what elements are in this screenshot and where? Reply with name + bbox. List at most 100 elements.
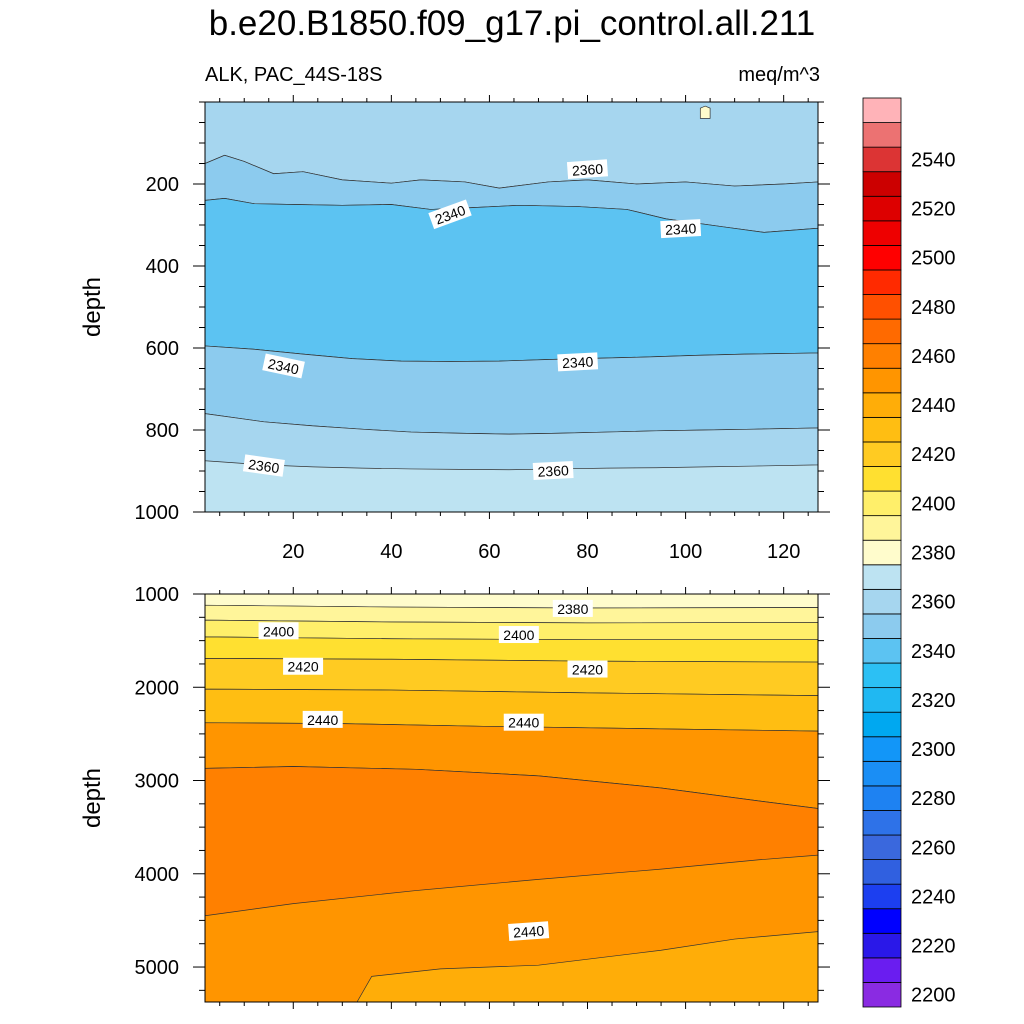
contour-label-text: 2400 <box>263 623 294 639</box>
lower-contour-band <box>205 604 818 624</box>
colorbar-swatch <box>862 908 902 934</box>
colorbar-label: 2340 <box>911 641 956 663</box>
contour-label: 2440 <box>503 713 544 731</box>
lower-contour-band <box>356 931 818 1002</box>
upper-depth-panel: 20 40 60 80 100 120 200 400 600 800 1000 depth 2360 2… <box>79 95 830 563</box>
x-tick-label: 100 <box>669 541 702 563</box>
colorbar-label: 2420 <box>911 444 956 466</box>
colorbar-swatch <box>862 343 902 369</box>
contour-label: 2420 <box>283 657 324 675</box>
colorbar-swatch <box>862 932 902 959</box>
colorbar-label: 2220 <box>911 936 956 958</box>
contour-label-text: 2440 <box>513 923 545 941</box>
upper-contour-band <box>699 105 711 119</box>
contour-label-box <box>508 921 550 941</box>
x-tick-label: 120 <box>767 541 800 563</box>
colorbar-label: 2500 <box>911 248 956 270</box>
y-tick-label: 800 <box>146 420 179 442</box>
contour-label-text: 2360 <box>571 161 603 179</box>
colorbar-swatch <box>862 441 902 467</box>
colorbar-swatch <box>862 711 902 738</box>
contour-label: 2400 <box>498 626 539 644</box>
contour-label-text: 2360 <box>247 456 280 476</box>
colorbar-swatch <box>862 392 902 418</box>
colorbar-swatch <box>862 982 902 1008</box>
x-tick-label: 40 <box>380 541 402 563</box>
contour-label: 2360 <box>566 159 609 180</box>
y-tick-label: 4000 <box>135 864 180 886</box>
contour-label-text: 2440 <box>508 715 539 731</box>
colorbar-swatch <box>862 294 902 320</box>
contour-label-text: 2340 <box>665 220 697 238</box>
contour-label-text: 2380 <box>557 601 588 617</box>
colorbar-label: 2300 <box>911 739 956 761</box>
contour-label-box <box>660 219 702 239</box>
y-tick-label: 400 <box>146 256 179 278</box>
contour-label-text: 2420 <box>572 662 603 678</box>
colorbar-label: 2540 <box>911 149 956 171</box>
y-tick-label: 200 <box>146 174 179 196</box>
colorbar-swatch <box>862 97 902 123</box>
colorbar-swatch <box>862 539 902 566</box>
contour-label: 2420 <box>567 660 608 678</box>
lower-depth-panel: 1000 2000 3000 4000 5000 depth 2380 2400 2400 242… <box>79 584 830 1009</box>
colorbar-swatch <box>862 785 902 811</box>
colorbar-swatch <box>862 662 902 689</box>
variable-region-label: ALK, PAC_44S-18S <box>205 64 383 86</box>
colorbar-swatch <box>862 171 902 197</box>
contour-label-box <box>567 660 608 678</box>
contour-label: 2440 <box>302 710 343 728</box>
y-tick-label: 2000 <box>135 677 180 699</box>
colorbar-swatch <box>862 687 902 713</box>
colorbar-swatch <box>862 122 902 148</box>
colorbar-label: 2240 <box>911 886 956 908</box>
colorbar-swatch <box>862 269 902 295</box>
lower-contour-band <box>205 766 818 917</box>
colorbar-label: 2320 <box>911 690 956 712</box>
contour-label: 2340 <box>660 219 702 239</box>
contour-label-box <box>258 622 299 640</box>
y-tick-label: 5000 <box>135 957 180 979</box>
contour-label-box <box>566 159 609 180</box>
y-axis-label: depth <box>79 277 106 337</box>
colorbar-label: 2380 <box>911 543 956 565</box>
colorbar-swatch <box>862 490 902 517</box>
y-tick-label: 3000 <box>135 771 180 793</box>
colorbar-swatch <box>862 416 902 443</box>
upper-plot-area <box>205 102 818 512</box>
contour-label-text: 2400 <box>503 627 534 643</box>
contour-label-box <box>552 599 593 617</box>
contour-label-box <box>242 454 285 477</box>
lower-frame <box>204 593 819 1003</box>
colorbar-label: 2520 <box>911 199 956 221</box>
colorbar-swatch <box>862 367 902 394</box>
contour-label: 2400 <box>258 622 299 640</box>
colorbar-label: 2260 <box>911 837 956 859</box>
contour-label-box <box>283 657 324 675</box>
contour-label-box <box>532 460 574 481</box>
contour-label: 2360 <box>532 460 574 481</box>
x-tick-label: 20 <box>282 541 304 563</box>
colorbar-swatch <box>862 810 902 836</box>
upper-contour-band <box>205 413 818 471</box>
units-label: meq/m^3 <box>738 64 820 86</box>
colorbar-label: 2280 <box>911 788 956 810</box>
colorbar-swatch <box>862 220 902 246</box>
contour-label-box <box>428 199 472 230</box>
contour-label-text: 2360 <box>537 462 569 480</box>
contour-label: 2340 <box>262 353 305 379</box>
contour-label: 2340 <box>557 352 599 372</box>
y-tick-label: 600 <box>146 338 179 360</box>
colorbar-label: 2460 <box>911 346 956 368</box>
colorbar-label: 2400 <box>911 493 956 515</box>
colorbar-swatch <box>862 195 902 222</box>
colorbar-label: 2480 <box>911 297 956 319</box>
contour-label-box <box>498 626 539 644</box>
colorbar-swatch <box>862 613 902 639</box>
contour-label-text: 2340 <box>562 354 594 372</box>
contour-label: 2360 <box>242 454 285 477</box>
contour-label-text: 2440 <box>307 712 338 728</box>
colorbar-swatch <box>862 834 902 860</box>
contour-label-text: 2340 <box>267 355 301 377</box>
